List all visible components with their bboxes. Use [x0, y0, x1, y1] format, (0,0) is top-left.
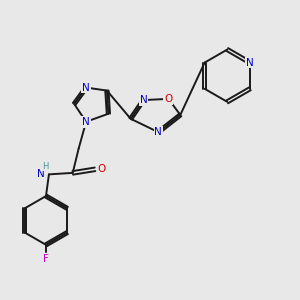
Text: N: N [82, 117, 90, 127]
Text: N: N [82, 82, 90, 93]
Text: N: N [37, 169, 44, 179]
Text: N: N [154, 127, 162, 137]
Text: O: O [98, 164, 106, 174]
Text: N: N [140, 95, 147, 105]
Text: H: H [42, 161, 49, 170]
Text: O: O [164, 94, 172, 104]
Text: F: F [43, 254, 49, 264]
Text: N: N [246, 58, 254, 68]
